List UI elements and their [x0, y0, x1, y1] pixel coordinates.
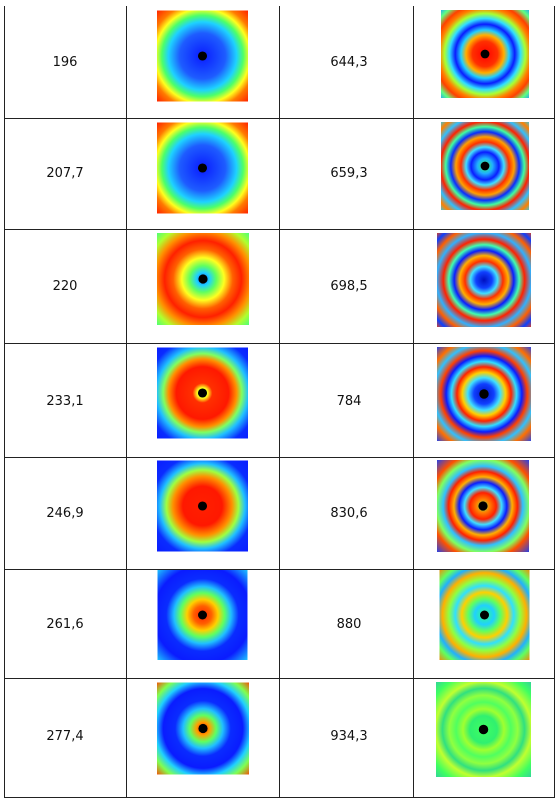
pattern-image-right: [441, 122, 529, 210]
frequency-left: 261,6: [46, 617, 84, 632]
table-row-divider: [4, 457, 554, 458]
frequency-right: 830,6: [330, 506, 368, 521]
frequency-left: 220: [52, 279, 78, 294]
frequency-left: 277,4: [46, 729, 84, 744]
table-row-divider: [4, 569, 554, 570]
pattern-image-right: [441, 10, 529, 98]
table-row-divider: [4, 343, 554, 344]
pattern-image-left: [157, 570, 248, 660]
center-dot: [197, 163, 208, 173]
table-divider: [413, 6, 414, 798]
frequency-right: 784: [336, 394, 362, 409]
pattern-image-right: [437, 460, 529, 552]
table-border-left: [4, 6, 5, 798]
frequency-right: 659,3: [330, 166, 368, 181]
center-dot: [198, 274, 208, 284]
frequency-left: 207,7: [46, 166, 84, 181]
frequency-left: 246,9: [46, 506, 84, 521]
table-border-right: [554, 6, 555, 798]
pattern-image-right: [436, 682, 531, 777]
table-row-divider: [4, 118, 554, 119]
center-dot: [197, 51, 208, 61]
pattern-image-left: [157, 122, 248, 214]
pattern-image-left: [157, 233, 249, 325]
frequency-right: 934,3: [330, 729, 368, 744]
center-dot: [479, 389, 489, 399]
center-dot: [480, 161, 490, 171]
center-dot: [197, 501, 208, 511]
frequency-left: 233,1: [46, 394, 84, 409]
pattern-image-left: [157, 347, 248, 439]
frequency-left: 196: [52, 55, 78, 70]
table-divider: [126, 6, 127, 798]
table-border-bottom: [4, 797, 554, 798]
center-dot: [197, 388, 208, 398]
pattern-image-right: [439, 570, 530, 660]
table-row-divider: [4, 229, 554, 230]
center-dot: [478, 501, 488, 511]
pattern-image-left: [157, 682, 249, 775]
pattern-image-left: [157, 10, 248, 102]
center-dot: [480, 49, 490, 59]
table-row-divider: [4, 678, 554, 679]
pattern-image-left: [157, 460, 248, 552]
center-dot: [198, 610, 207, 620]
center-dot: [198, 723, 208, 734]
center-dot: [478, 724, 489, 735]
frequency-right: 880: [336, 617, 362, 632]
frequency-right: 644,3: [330, 55, 368, 70]
center-dot: [480, 610, 489, 620]
pattern-image-right: [437, 233, 531, 327]
pattern-image-right: [437, 347, 531, 441]
frequency-right: 698,5: [330, 279, 368, 294]
table-divider: [279, 6, 280, 798]
